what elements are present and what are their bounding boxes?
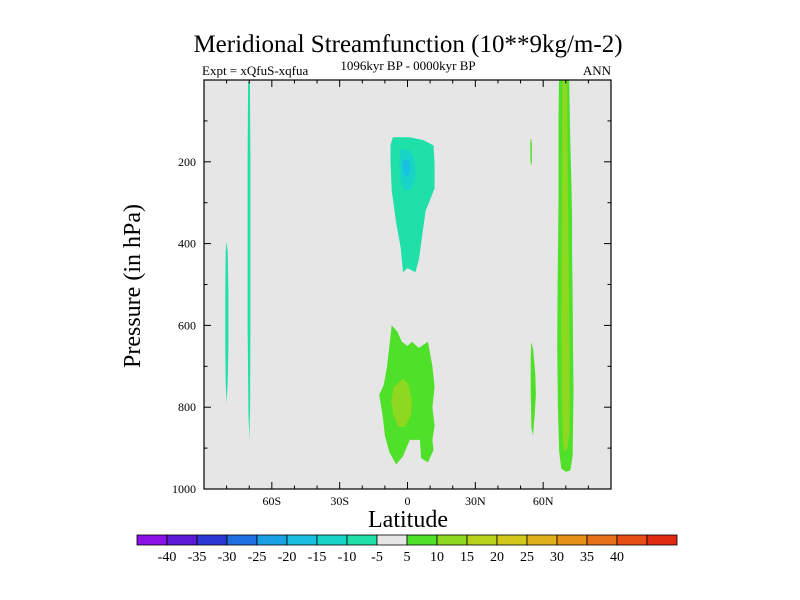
x-tick-label: 0 — [405, 494, 411, 508]
colorbar-swatch — [136, 534, 168, 546]
left-subtitle: Expt = xQfuS-xqfua — [202, 63, 308, 78]
colorbar-swatch — [646, 534, 678, 546]
colorbar-label: -15 — [308, 550, 327, 565]
colorbar-label: -5 — [371, 550, 383, 565]
colorbar-swatch — [166, 534, 198, 546]
colorbar-label: -20 — [278, 550, 297, 565]
colorbar-swatch — [586, 534, 618, 546]
axis-ticks: 60S 30S 0 30N 60N 200 400 600 800 1000 — [172, 80, 611, 508]
y-tick-label: 400 — [178, 237, 196, 251]
colorbar-swatch — [466, 534, 498, 546]
x-tick-label: 60N — [533, 494, 554, 508]
y-tick-label: 1000 — [172, 482, 196, 496]
colorbar-label: 10 — [430, 550, 444, 565]
colorbar-label: 15 — [460, 550, 474, 565]
colorbar-swatch — [376, 534, 408, 546]
colorbar-label: -40 — [158, 550, 177, 565]
colorbar-label: 5 — [404, 550, 411, 565]
colorbar-swatch — [496, 534, 528, 546]
colorbar-label: -25 — [248, 550, 267, 565]
colorbar-label: -30 — [218, 550, 237, 565]
y-tick-label: 600 — [178, 318, 196, 332]
colorbar-label: -10 — [338, 550, 357, 565]
colorbar-swatch — [226, 534, 258, 546]
colorbar-swatch — [346, 534, 378, 546]
colorbar-label: 35 — [580, 550, 594, 565]
colorbar-label: 25 — [520, 550, 534, 565]
contour-regions — [225, 80, 574, 472]
colorbar-swatch — [256, 534, 288, 546]
colorbar-label: -35 — [188, 550, 207, 565]
colorbar-label: 20 — [490, 550, 504, 565]
y-axis-label: Pressure (in hPa) — [120, 204, 146, 368]
colorbar-label: 40 — [610, 550, 624, 565]
colorbar-swatch — [196, 534, 228, 546]
chart-title: Meridional Streamfunction (10**9kg/m-2) — [193, 31, 622, 58]
colorbar-swatch — [316, 534, 348, 546]
lower-eq-inner — [391, 378, 412, 427]
x-tick-label: 30S — [330, 494, 349, 508]
ss-column-70n-inner — [561, 80, 570, 453]
right-subtitle: ANN — [583, 63, 612, 78]
x-axis-label: Latitude — [368, 507, 448, 533]
colorbar-swatch — [406, 534, 438, 546]
x-tick-label: 30N — [465, 494, 486, 508]
colorbar-swatch — [526, 534, 558, 546]
center-subtitle: 1096kyr BP - 0000kyr BP — [340, 58, 475, 73]
colorbar-swatch — [436, 534, 468, 546]
colorbar-swatch — [616, 534, 648, 546]
ss-column-80s — [225, 241, 229, 404]
plot-area: 60S 30S 0 30N 60N 200 400 600 800 1000 — [172, 79, 612, 508]
colorbar: -40 -35 -30 -25 -20 -15 -10 -5 5 10 15 20 25 30 35 40 — [136, 534, 678, 565]
y-tick-label: 200 — [178, 155, 196, 169]
ss-column-70s — [247, 82, 251, 440]
x-tick-label: 60S — [262, 494, 281, 508]
colorbar-label: 30 — [550, 550, 564, 565]
colorbar-swatch — [286, 534, 318, 546]
ss-column-55n — [530, 139, 532, 166]
colorbar-swatch — [556, 534, 588, 546]
ss-column-55n-low — [530, 341, 536, 436]
y-tick-label: 800 — [178, 400, 196, 414]
upper-eq-peak — [402, 159, 411, 177]
